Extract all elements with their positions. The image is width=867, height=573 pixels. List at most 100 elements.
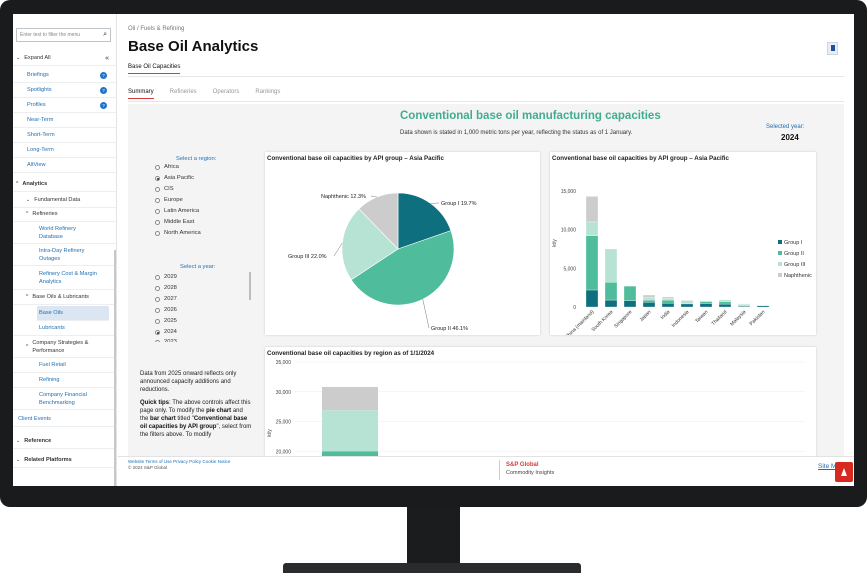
bar-segment[interactable] [718,303,732,308]
bar-segment[interactable] [661,299,675,304]
bar-segment[interactable] [623,285,637,301]
sidebar-item-reference[interactable]: ⌄ Reference [13,434,117,449]
collapse-sidebar-icon[interactable]: « [105,54,109,62]
sidebar-item-base-oils-lubricants[interactable]: ^ Base Oils & Lubricants [13,290,117,305]
year-option-2029[interactable]: 2029 [155,274,177,280]
bar-segment[interactable] [680,299,694,301]
bar-segment[interactable] [699,300,713,302]
sidebar-item-spotlights[interactable]: Spotlights? [13,83,117,98]
sidebar-item-world-refinery-database[interactable]: World Refinery Database [13,222,117,244]
feedback-button[interactable] [835,462,853,482]
tab-rankings[interactable]: Rankings [255,89,281,95]
bar-segment[interactable] [661,302,675,308]
radio-button[interactable] [155,329,160,335]
radio-button[interactable] [155,219,160,225]
tab-summary[interactable]: Summary [128,89,154,99]
legend-label[interactable]: Group I [784,240,803,246]
bar-segment[interactable] [642,294,656,298]
sidebar-item-fuel-retail[interactable]: Fuel Retail [13,358,117,373]
legend-label[interactable]: Naphthenic [784,273,812,279]
region-option-north-america[interactable]: North America [155,230,201,236]
region-option-cis[interactable]: CIS [155,186,174,192]
year-option-2026[interactable]: 2026 [155,307,177,313]
sidebar-item-company-financial[interactable]: Company Financial Benchmarking [13,388,117,410]
sidebar-item-client-events[interactable]: Client Events [13,412,117,427]
bar-segment[interactable] [661,298,675,301]
radio-button[interactable] [155,175,160,181]
sidebar-item-company-strategies[interactable]: ^ Company Strategies & Performance [13,336,117,358]
sidebar-item-refinery-cost-margin[interactable]: Refinery Cost & Margin Analytics [13,266,117,290]
radio-button[interactable] [155,230,160,236]
radio-button[interactable] [155,339,160,342]
bar-segment[interactable] [680,303,694,308]
radio-button[interactable] [155,296,160,302]
region-option-asia-pacific[interactable]: Asia Pacific [155,175,194,181]
year-option-2025[interactable]: 2025 [155,318,177,324]
breadcrumb[interactable]: Oil / Fuels & Refining [128,26,185,32]
legend-label[interactable]: Group II [784,251,804,257]
sidebar-item-briefings[interactable]: Briefings? [13,68,117,83]
year-option-2027[interactable]: 2027 [155,296,177,302]
radio-button[interactable] [155,274,160,280]
search-icon[interactable]: ⌕ [103,31,107,38]
bar-segment[interactable] [642,302,656,308]
bar-segment[interactable] [699,301,713,304]
bar-segment[interactable] [604,248,618,283]
bar-segment[interactable] [604,299,618,308]
sidebar-item-analytics[interactable]: ^ Analytics [13,177,117,192]
bar-segment[interactable] [661,296,675,299]
region-option-europe[interactable]: Europe [155,197,183,203]
year-option-2023[interactable]: 2023 [155,339,177,342]
radio-button[interactable] [155,208,160,214]
sidebar-item-refining[interactable]: Refining [13,373,117,388]
bar-segment[interactable] [756,305,770,308]
sidebar-item-altview[interactable]: AltView [13,158,117,173]
legend-label[interactable]: Group III [784,262,806,268]
bar-segment[interactable] [699,303,713,308]
sidebar-scrollbar[interactable] [114,250,116,486]
radio-button[interactable] [155,307,160,313]
bar-segment[interactable] [718,299,732,302]
bar-segment[interactable] [718,301,732,305]
sitemap-link[interactable]: Site M [818,463,837,470]
help-badge-icon[interactable]: ? [100,71,107,79]
bar-segment[interactable] [680,300,694,304]
footer-links[interactable]: Website Terms of Use Privacy Policy Cook… [128,459,231,464]
radio-button[interactable] [155,197,160,203]
year-option-2024[interactable]: 2024 [155,329,177,335]
bookmark-icon[interactable] [827,42,838,55]
region-option-middle-east[interactable]: Middle East [155,219,194,225]
sidebar-item-intraday-outages[interactable]: Intra-Day Refinery Outages [13,244,117,266]
bar-segment[interactable] [322,451,378,457]
sidebar-item-base-oils[interactable]: Base Oils [37,306,109,321]
bar-segment[interactable] [623,300,637,308]
help-badge-icon[interactable]: ? [100,101,107,109]
sidebar-item-lubricants[interactable]: Lubricants [13,321,117,336]
sidebar-item-long-term[interactable]: Long-Term [13,143,117,158]
bar-segment[interactable] [585,221,599,237]
expand-all-row[interactable]: ⌄ Expand All « [13,51,117,66]
help-badge-icon[interactable]: ? [100,86,107,94]
radio-button[interactable] [155,164,160,170]
radio-button[interactable] [155,285,160,291]
year-list-scrollbar[interactable] [249,272,251,300]
radio-button[interactable] [155,186,160,192]
year-option-2028[interactable]: 2028 [155,285,177,291]
bar-segment[interactable] [585,235,599,291]
bar-segment[interactable] [642,297,656,301]
pie-slice[interactable] [358,192,399,250]
bar-segment[interactable] [604,282,618,301]
pie-slice[interactable] [341,208,399,281]
bar-segment[interactable] [585,196,599,223]
sidebar-item-fundamental-data[interactable]: ⌄ Fundamental Data [13,193,117,208]
sidebar-item-related-platforms[interactable]: ⌄ Related Platforms [13,453,117,468]
sidebar-item-profiles[interactable]: Profiles? [13,98,117,113]
sidebar-item-near-term[interactable]: Near-Term [13,113,117,128]
bar-segment[interactable] [585,289,599,308]
subtab-base-oil-capacities[interactable]: Base Oil Capacities [128,64,181,74]
sidebar-item-short-term[interactable]: Short-Term [13,128,117,143]
sidebar-item-refineries[interactable]: ^ Refineries [13,207,117,222]
bar-segment[interactable] [737,303,751,307]
region-option-africa[interactable]: Africa [155,164,179,170]
bar-segment[interactable] [322,386,378,411]
